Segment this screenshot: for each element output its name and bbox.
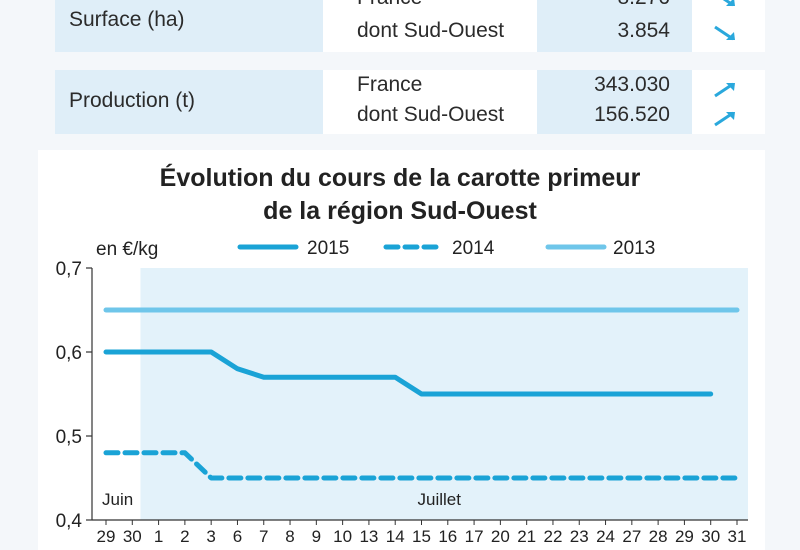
y-tick-label: 0,5 (56, 427, 82, 448)
x-tick-label: 31 (728, 527, 747, 546)
down-arrow-icon (714, 25, 735, 41)
surface-values: 8.276 3.854 (537, 0, 692, 52)
x-tick-label: 15 (412, 527, 431, 546)
surface-label: Surface (ha) (69, 8, 185, 31)
x-tick-label: 10 (333, 527, 352, 546)
y-tick-label: 0,6 (56, 343, 82, 364)
x-tick-label: 29 (97, 527, 116, 546)
place-france: France (357, 73, 423, 96)
surface-places: France dont Sud-Ouest (345, 0, 535, 52)
production-trends (695, 70, 765, 134)
surface-trends (695, 0, 765, 52)
legend: 2015 2014 2013 (237, 238, 655, 259)
surface-row: Surface (ha) France dont Sud-Ouest 8.276… (55, 0, 765, 52)
x-tick-label: 27 (622, 527, 641, 546)
surface-france-value: 8.276 (617, 0, 670, 10)
place-france: France (357, 0, 422, 10)
series-line-2015 (103, 349, 714, 397)
production-row: Production (t) France dont Sud-Ouest 343… (55, 70, 765, 134)
x-tick-label: 2 (180, 527, 189, 546)
up-arrow-icon (714, 82, 735, 98)
y-tick-label: 0,7 (56, 259, 82, 280)
x-tick-label: 1 (154, 527, 163, 546)
production-places: France dont Sud-Ouest (345, 70, 535, 134)
x-tick-label: 23 (570, 527, 589, 546)
x-tick-label: 17 (465, 527, 484, 546)
x-tick-label: 30 (701, 527, 720, 546)
x-tick-label: 22 (543, 527, 562, 546)
x-tick-label: 6 (233, 527, 242, 546)
plot-area: 0,40,50,60,729 30 1 2 3 6 7 8 9 10 13 14 15 16 17 20 21 2… (56, 259, 748, 546)
x-tick-label: 29 (675, 527, 694, 546)
month-label: Juin (102, 490, 133, 509)
production-france-value: 343.030 (594, 73, 670, 96)
legend-label-2014: 2014 (452, 238, 495, 259)
production-label: Production (t) (69, 89, 196, 112)
x-tick-label: 28 (649, 527, 668, 546)
production-label-cell: Production (t) (55, 70, 323, 134)
production-sud-ouest-value: 156.520 (594, 103, 670, 126)
y-tick-label: 0,4 (56, 511, 83, 532)
y-axis-label: en €/kg (96, 239, 158, 260)
production-values: 343.030 156.520 (537, 70, 692, 134)
chart-title-line1: Évolution du cours de la carotte primeur (160, 163, 641, 192)
down-arrow-icon (722, 0, 735, 7)
x-tick-label: 20 (491, 527, 510, 546)
up-arrow-icon (714, 111, 735, 127)
x-tick-label: 3 (206, 527, 215, 546)
x-tick-label: 7 (259, 527, 268, 546)
surface-sud-ouest-value: 3.854 (617, 19, 670, 42)
series-line-2014 (103, 450, 740, 481)
chart-title-line2: de la région Sud-Ouest (263, 197, 537, 225)
x-tick-label: 21 (517, 527, 536, 546)
month-label: Juillet (418, 490, 462, 509)
x-tick-label: 13 (359, 527, 378, 546)
place-sud-ouest: dont Sud-Ouest (357, 103, 505, 126)
x-tick-label: 30 (123, 527, 142, 546)
place-sud-ouest: dont Sud-Ouest (357, 19, 505, 42)
legend-label-2015: 2015 (307, 238, 349, 259)
x-tick-label: 16 (438, 527, 457, 546)
x-tick-label: 14 (386, 527, 405, 546)
x-tick-label: 9 (312, 527, 321, 546)
x-tick-label: 24 (596, 527, 615, 546)
surface-label-cell: Surface (ha) (55, 0, 323, 52)
x-tick-label: 8 (285, 527, 294, 546)
legend-label-2013: 2013 (613, 238, 655, 259)
